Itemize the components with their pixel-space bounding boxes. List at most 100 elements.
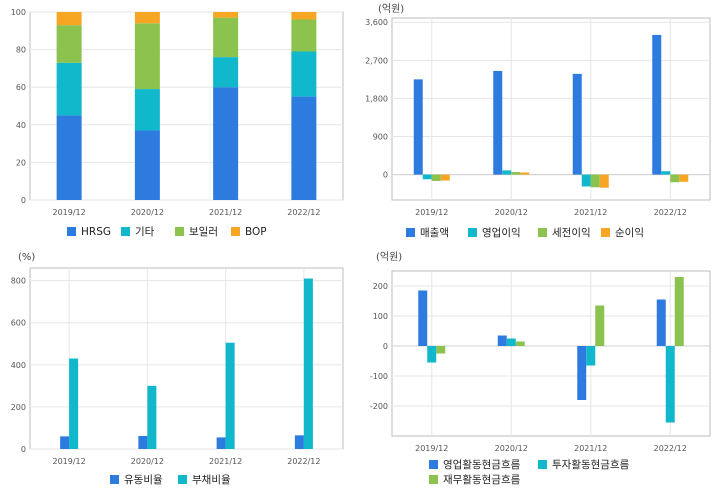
x-tick-label: 2022/12 <box>654 444 687 453</box>
bar-투자활동현금흐름-2021/12 <box>586 346 596 366</box>
legend-swatch <box>429 460 438 469</box>
y-tick-label: 400 <box>11 361 26 370</box>
bar-BOP-2021/12 <box>213 12 239 18</box>
x-tick-label: 2020/12 <box>131 457 164 466</box>
legend-swatch <box>175 227 184 236</box>
legend-swatch <box>429 475 438 484</box>
bar-BOP-2022/12 <box>291 12 317 20</box>
bar-투자활동현금흐름-2020/12 <box>506 338 516 346</box>
x-tick-label: 2021/12 <box>574 208 607 217</box>
bar-보일러-2020/12 <box>134 23 160 90</box>
x-tick-label: 2021/12 <box>209 208 242 217</box>
y-tick-label: 0 <box>21 445 26 454</box>
y-tick-label: 900 <box>373 133 388 142</box>
bar-유동비율-2021/12 <box>216 437 226 449</box>
legend-label: 세전이익 <box>552 227 591 239</box>
bar-기타-2022/12 <box>291 51 317 97</box>
unit-label: (억원) <box>378 3 404 15</box>
bar-보일러-2022/12 <box>291 19 317 52</box>
bar-세전이익-2019/12 <box>431 174 441 181</box>
plot-frame <box>391 17 711 201</box>
bar-기타-2020/12 <box>134 89 160 131</box>
legend-label: 순이익 <box>615 227 644 239</box>
legend-swatch <box>406 228 415 237</box>
legend-swatch <box>601 228 610 237</box>
bar-투자활동현금흐름-2022/12 <box>665 346 675 423</box>
bar-매출액-2021/12 <box>572 73 582 175</box>
bar-HRSG-2020/12 <box>134 130 160 200</box>
x-tick-label: 2022/12 <box>287 208 320 217</box>
x-tick-label: 2019/12 <box>53 208 86 217</box>
bar-재무활동현금흐름-2022/12 <box>674 277 684 346</box>
bar-매출액-2022/12 <box>652 34 662 175</box>
bar-영업활동현금흐름-2021/12 <box>577 346 587 400</box>
bar-부채비율-2020/12 <box>147 385 157 449</box>
unit-label: (%) <box>18 252 35 263</box>
legend-swatch <box>468 228 477 237</box>
legend: HRSG 기타 보일러 BOP <box>67 225 267 238</box>
bar-부채비율-2022/12 <box>303 278 313 449</box>
legend-label: 부채비율 <box>192 474 231 486</box>
x-tick-label: 2020/12 <box>495 208 528 217</box>
y-tick-label: 100 <box>373 312 388 321</box>
x-tick-label: 2022/12 <box>654 208 687 217</box>
bar-영업이익-2019/12 <box>422 174 432 180</box>
chart-panel-1: 0 20 40 60 80 100 2019/12 2020/12 2021/12 2022/12… <box>11 8 344 238</box>
bar-부채비율-2019/12 <box>69 358 79 449</box>
legend-label: 매출액 <box>420 227 449 239</box>
y-tick-label: 800 <box>11 277 26 286</box>
x-tick-label: 2019/12 <box>415 444 448 453</box>
x-tick-label: 2022/12 <box>287 457 320 466</box>
x-tick-label: 2020/12 <box>131 208 164 217</box>
bar-재무활동현금흐름-2020/12 <box>515 341 525 346</box>
legend-swatch <box>110 475 119 484</box>
x-tick-label: 2020/12 <box>495 444 528 453</box>
x-tick-label: 2019/12 <box>53 457 86 466</box>
bar-투자활동현금흐름-2019/12 <box>427 346 437 363</box>
y-tick-label: 200 <box>11 403 26 412</box>
legend-swatch <box>538 460 547 469</box>
y-tick-label: 200 <box>373 282 388 291</box>
bar-매출액-2019/12 <box>413 79 423 175</box>
legend-label: HRSG <box>81 226 111 238</box>
legend-label: 투자활동현금흐름 <box>552 458 630 471</box>
bar-유동비율-2019/12 <box>60 436 70 449</box>
x-tick-label: 2021/12 <box>574 444 607 453</box>
y-tick-label: 3,600 <box>365 18 388 27</box>
legend-label: 보일러 <box>189 225 218 238</box>
chart-panel-4: -200 -100 0 100 200 (억원) 2019/12 2020/12 2021/12… <box>370 251 711 486</box>
bar-세전이익-2020/12 <box>511 172 521 175</box>
bar-영업이익-2021/12 <box>581 174 591 187</box>
legend-label: 영업이익 <box>482 226 521 239</box>
bar-영업활동현금흐름-2022/12 <box>656 299 666 346</box>
bar-영업활동현금흐름-2019/12 <box>418 290 428 346</box>
y-tick-label: 20 <box>16 158 26 167</box>
chart-panel-3: 0 200 400 600 800 (%) 2019/12 2020/12 2021/12 202… <box>11 252 344 486</box>
bar-순이익-2019/12 <box>440 174 450 181</box>
bar-BOP-2020/12 <box>134 12 160 24</box>
legend-swatch <box>121 227 130 236</box>
y-tick-label: 600 <box>11 319 26 328</box>
bar-재무활동현금흐름-2019/12 <box>436 346 446 354</box>
bar-HRSG-2019/12 <box>56 115 82 200</box>
bar-보일러-2021/12 <box>213 17 239 58</box>
x-tick-label: 2021/12 <box>209 457 242 466</box>
y-tick-label: 100 <box>11 8 26 17</box>
legend-swatch <box>178 475 187 484</box>
legend-label: 유동비율 <box>124 474 163 486</box>
unit-label: (억원) <box>376 251 402 263</box>
legend-label: 재무활동현금흐름 <box>443 473 521 486</box>
plot-frame <box>391 270 711 437</box>
bar-순이익-2020/12 <box>520 172 530 175</box>
bar-매출액-2020/12 <box>493 70 503 175</box>
chart-panel-2: 0 900 1,800 2,700 3,600 (억원) 2019/12 2020/12 202… <box>365 3 711 239</box>
bar-세전이익-2021/12 <box>590 174 600 188</box>
bar-순이익-2021/12 <box>599 174 609 188</box>
y-tick-label: 1,800 <box>365 94 388 103</box>
bar-기타-2021/12 <box>213 57 239 88</box>
bar-유동비율-2022/12 <box>294 435 304 449</box>
y-tick-label: 0 <box>383 342 388 351</box>
legend: 매출액 영업이익 세전이익 순이익 <box>406 226 644 239</box>
y-tick-label: -100 <box>370 372 388 381</box>
y-tick-label: 2,700 <box>365 56 388 65</box>
